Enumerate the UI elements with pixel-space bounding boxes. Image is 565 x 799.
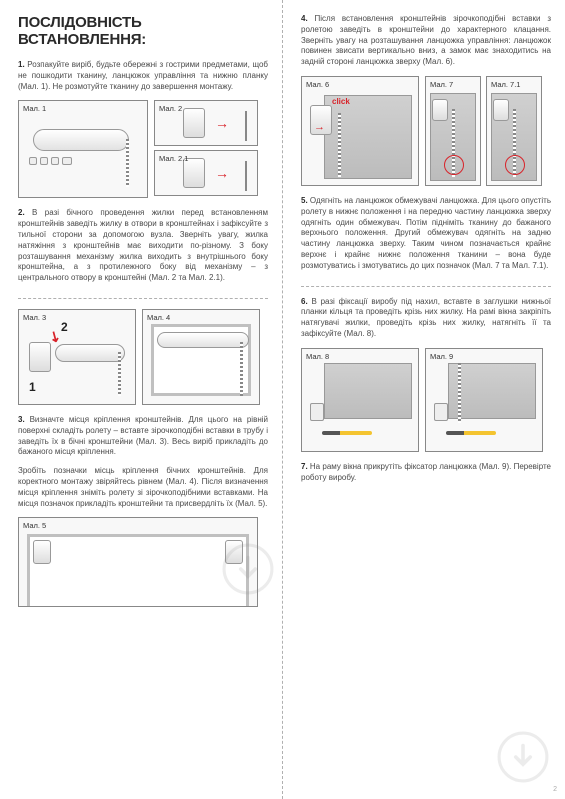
divider-h — [18, 298, 268, 299]
fig-label: Мал. 9 — [430, 352, 453, 361]
right-column: 4. Після встановлення кронштейнів зірочк… — [283, 0, 565, 799]
click-label: click — [332, 97, 350, 106]
step-3b: Зробіть позначки місць кріплення бічних … — [18, 466, 268, 509]
fig-3: Мал. 3 ↘ 1 2 — [18, 309, 136, 405]
fig-row-5: Мал. 8 Мал. 9 — [301, 348, 551, 452]
title: ПОСЛІДОВНІСТЬ ВСТАНОВЛЕННЯ: — [18, 14, 268, 48]
fig-label: Мал. 2 — [159, 104, 182, 113]
fig-label: Мал. 5 — [23, 521, 46, 530]
fig-label: Мал. 8 — [306, 352, 329, 361]
fig-label: Мал. 7 — [430, 80, 453, 89]
fig-row-4: Мал. 6 click → Мал. 7 Мал. 7.1 — [301, 76, 551, 186]
fig-label: Мал. 4 — [147, 313, 170, 322]
fig-label: Мал. 3 — [23, 313, 46, 322]
watermark-icon — [497, 731, 549, 783]
page-number: 2 — [553, 786, 557, 793]
fig-row-3: Мал. 5 — [18, 517, 268, 607]
fig-7: Мал. 7 — [425, 76, 481, 186]
fig-2-1: Мал. 2.1 → — [154, 150, 258, 196]
fig-1: Мал. 1 — [18, 100, 148, 198]
step-5: 5. Одягніть на ланцюжок обмежувачі ланцю… — [301, 196, 551, 272]
fig-7-1: Мал. 7.1 — [486, 76, 542, 186]
step-1: 1. Розпакуйте виріб, будьте обережні з г… — [18, 60, 268, 92]
step-2: 2. В разі бічного проведення жилки перед… — [18, 208, 268, 284]
step-7: 7. На раму вікна прикрутіть фіксатор лан… — [301, 462, 551, 484]
fig-4: Мал. 4 — [142, 309, 260, 405]
num-2: 2 — [61, 320, 68, 334]
fig-label: Мал. 2.1 — [159, 154, 188, 163]
fig-row-2: Мал. 3 ↘ 1 2 Мал. 4 — [18, 309, 268, 405]
fig-label: Мал. 6 — [306, 80, 329, 89]
left-column: ПОСЛІДОВНІСТЬ ВСТАНОВЛЕННЯ: 1. Розпакуйт… — [0, 0, 282, 799]
fig-8: Мал. 8 — [301, 348, 419, 452]
step-6: 6. В разі фіксації виробу під нахил, вст… — [301, 297, 551, 340]
fig-9: Мал. 9 — [425, 348, 543, 452]
num-1: 1 — [29, 380, 36, 394]
fig-label: Мал. 7.1 — [491, 80, 520, 89]
fig-label: Мал. 1 — [23, 104, 46, 113]
fig-6: Мал. 6 click → — [301, 76, 419, 186]
step-4: 4. Після встановлення кронштейнів зірочк… — [301, 14, 551, 68]
divider-h — [301, 286, 551, 287]
fig-2: Мал. 2 → — [154, 100, 258, 146]
fig-5: Мал. 5 — [18, 517, 258, 607]
step-3a: 3. Визначте місця кріплення кронштейнів.… — [18, 415, 268, 458]
fig-row-1: Мал. 1 Мал. 2 → — [18, 100, 268, 198]
